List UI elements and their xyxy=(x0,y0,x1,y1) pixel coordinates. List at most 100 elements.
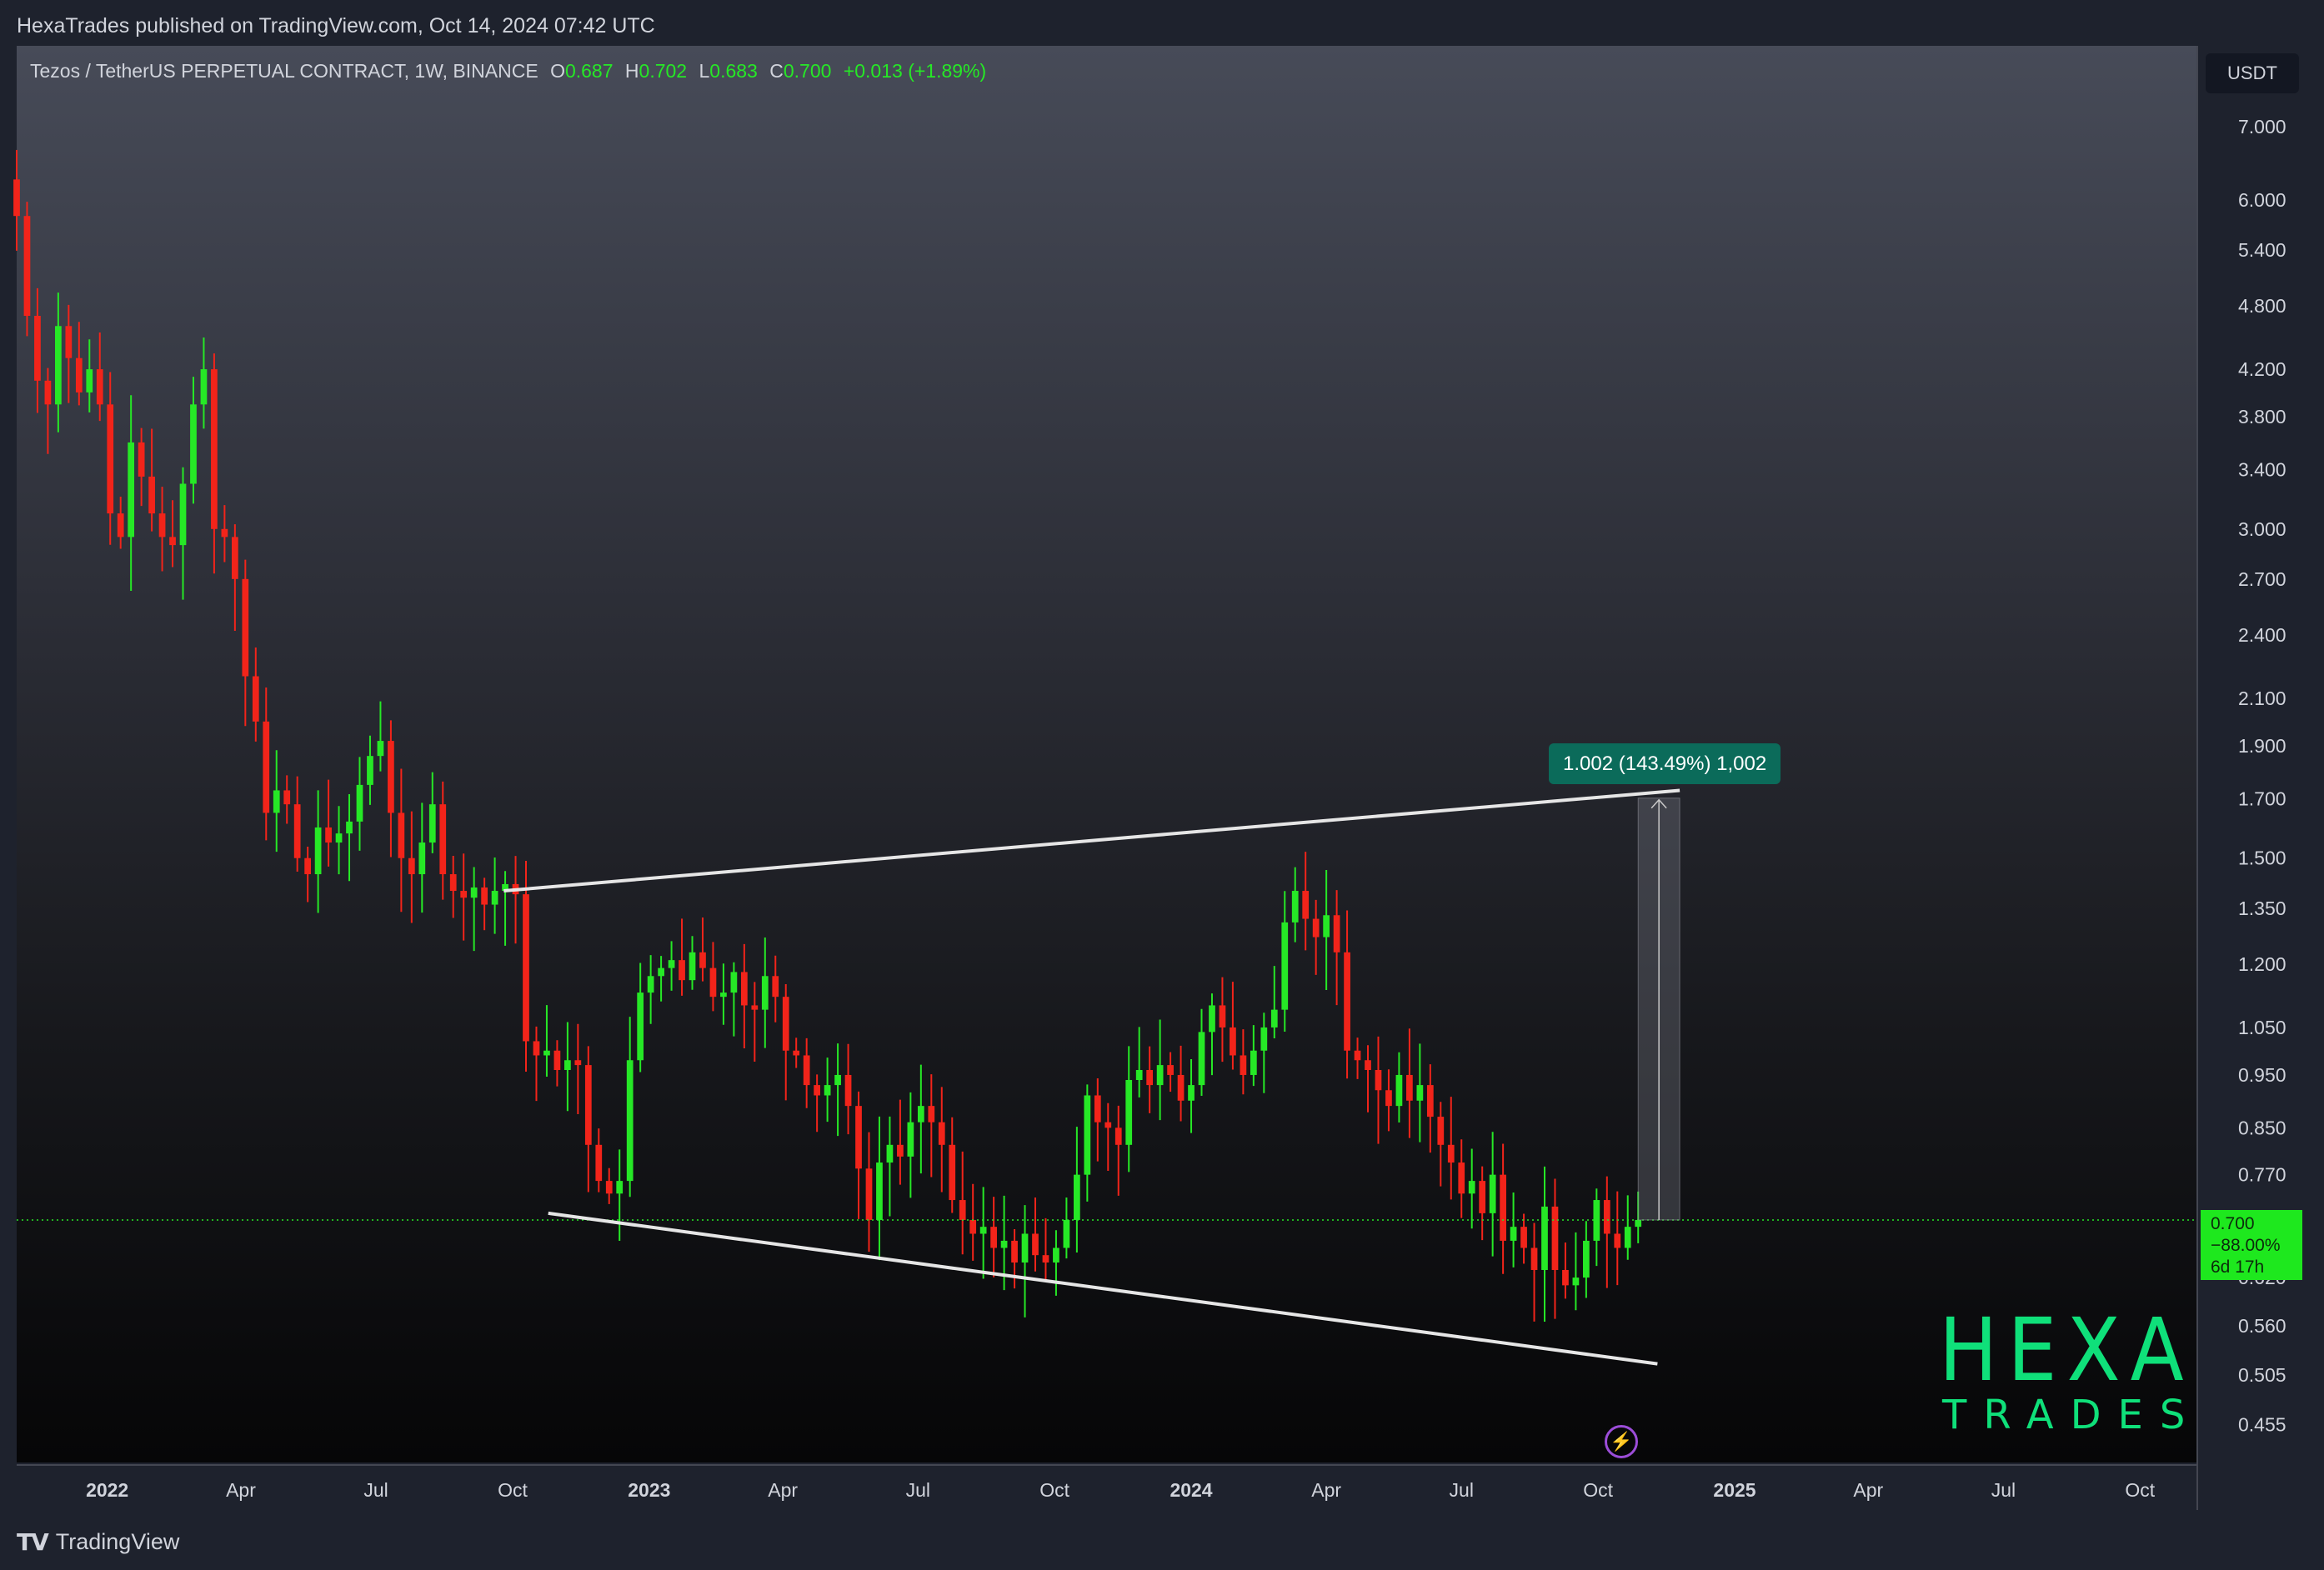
candle-body xyxy=(1344,952,1350,1051)
candle-body xyxy=(1177,1074,1185,1101)
candle-body xyxy=(605,1181,613,1194)
time-tick-label: Oct xyxy=(1583,1479,1613,1501)
price-tick-label: 6.000 xyxy=(2238,189,2286,211)
candle-body xyxy=(1219,1005,1226,1028)
time-tick-label: Jul xyxy=(1450,1479,1474,1501)
publisher-text: HexaTrades published on TradingView.com,… xyxy=(17,14,655,38)
candle-body xyxy=(814,1085,821,1096)
time-tick-label: Oct xyxy=(498,1479,528,1501)
candle-body xyxy=(491,891,498,905)
candle-body xyxy=(658,968,664,977)
candle-body xyxy=(190,404,197,484)
candle-body xyxy=(1063,1219,1070,1248)
time-tick-label: Apr xyxy=(768,1479,798,1501)
candle-body xyxy=(221,528,228,538)
candle-body xyxy=(1583,1240,1590,1278)
tradingview-logo[interactable]: TV TradingView xyxy=(17,1528,179,1556)
candle-body xyxy=(75,358,83,392)
candle-body xyxy=(1323,915,1330,938)
candle-body xyxy=(1250,1050,1257,1075)
candle-body xyxy=(23,216,31,317)
candle-body xyxy=(283,790,291,805)
price-tick-label: 1.200 xyxy=(2238,953,2286,975)
measure-label[interactable]: 1.002 (143.49%) 1,002 xyxy=(1549,743,1781,784)
price-tick-label: 4.800 xyxy=(2238,295,2286,317)
candle-body xyxy=(263,721,270,813)
time-tick-label: Jul xyxy=(363,1479,388,1501)
time-tick-label: 2024 xyxy=(1170,1479,1212,1501)
candle-body xyxy=(377,741,384,757)
candle-body xyxy=(1011,1240,1018,1263)
candle-body xyxy=(481,887,488,905)
candle-body xyxy=(1125,1079,1133,1145)
candle-body xyxy=(1333,915,1340,952)
drawings[interactable] xyxy=(17,788,2197,1366)
candle-body xyxy=(720,992,727,998)
time-tick-label: Apr xyxy=(226,1479,256,1501)
candle-body xyxy=(1281,922,1289,1010)
candle-body xyxy=(917,1106,924,1122)
trendline-lower xyxy=(548,1211,1658,1366)
close-value: 0.700 xyxy=(783,60,832,82)
candle-body xyxy=(1520,1227,1527,1248)
candle-body xyxy=(1260,1027,1268,1051)
candle-body xyxy=(138,442,145,477)
candle-body xyxy=(1230,1027,1236,1056)
lightning-icon[interactable]: ⚡ xyxy=(1605,1425,1638,1458)
candle-body xyxy=(428,804,436,843)
high-label: H xyxy=(624,60,639,82)
candle-body xyxy=(1114,1128,1122,1145)
currency-button[interactable]: USDT xyxy=(2206,53,2299,93)
candle-body xyxy=(418,842,426,875)
candle-body xyxy=(689,952,696,981)
open-value: 0.687 xyxy=(564,60,614,82)
candle-body xyxy=(346,821,353,834)
candle-body xyxy=(1541,1206,1548,1270)
price-tick-label: 0.950 xyxy=(2238,1064,2286,1086)
candle-body xyxy=(897,1144,904,1157)
candle-body xyxy=(1416,1085,1424,1101)
candle-body xyxy=(117,513,124,538)
candle-body xyxy=(1084,1095,1091,1175)
price-tick-label: 4.200 xyxy=(2238,358,2286,380)
price-tick-label: 2.400 xyxy=(2238,624,2286,646)
candle-body xyxy=(1291,891,1299,922)
price-axis[interactable]: 7.000 6.000 5.400 4.800 4.200 3.800 3.400 3.000… xyxy=(2196,46,2286,1510)
price-tick-label: 1.350 xyxy=(2238,898,2286,919)
candle-body xyxy=(86,369,93,392)
candle-body xyxy=(128,442,135,538)
candle-body xyxy=(1385,1090,1392,1107)
candle-body xyxy=(761,976,769,1010)
candle-body xyxy=(564,1060,571,1070)
time-axis[interactable]: 2022 Apr Jul Oct 2023 Apr Jul Oct 2024 Apr Jul Oct 2… xyxy=(17,1464,2197,1501)
candle-body xyxy=(169,537,176,546)
candle-body xyxy=(1593,1200,1600,1241)
candle-body xyxy=(1104,1122,1112,1128)
candle-body xyxy=(1240,1055,1247,1075)
candle-body xyxy=(252,676,259,722)
candle-body xyxy=(200,369,208,405)
candles xyxy=(13,149,1642,1322)
candle-body xyxy=(553,1050,561,1070)
candle-body xyxy=(1624,1227,1631,1248)
time-tick-label: Oct xyxy=(1039,1479,1069,1501)
candle-body xyxy=(293,804,301,858)
price-tick-label: 0.455 xyxy=(2238,1413,2286,1435)
candle-body xyxy=(533,1041,540,1056)
candle-body xyxy=(626,1060,634,1182)
candle-body xyxy=(1562,1269,1569,1286)
candle-body xyxy=(1447,1144,1455,1163)
candle-body xyxy=(990,1227,997,1248)
candle-body xyxy=(304,858,312,875)
price-tick-label: 1.700 xyxy=(2238,788,2286,809)
candle-body xyxy=(979,1227,987,1234)
candle-body xyxy=(388,741,394,813)
candle-body xyxy=(13,179,20,217)
candle-body xyxy=(876,1162,883,1220)
price-tick-label: 3.800 xyxy=(2238,406,2286,428)
high-value: 0.702 xyxy=(639,60,688,82)
candle-body xyxy=(1000,1240,1008,1248)
candle-body xyxy=(314,827,322,875)
candle-body xyxy=(647,976,654,993)
